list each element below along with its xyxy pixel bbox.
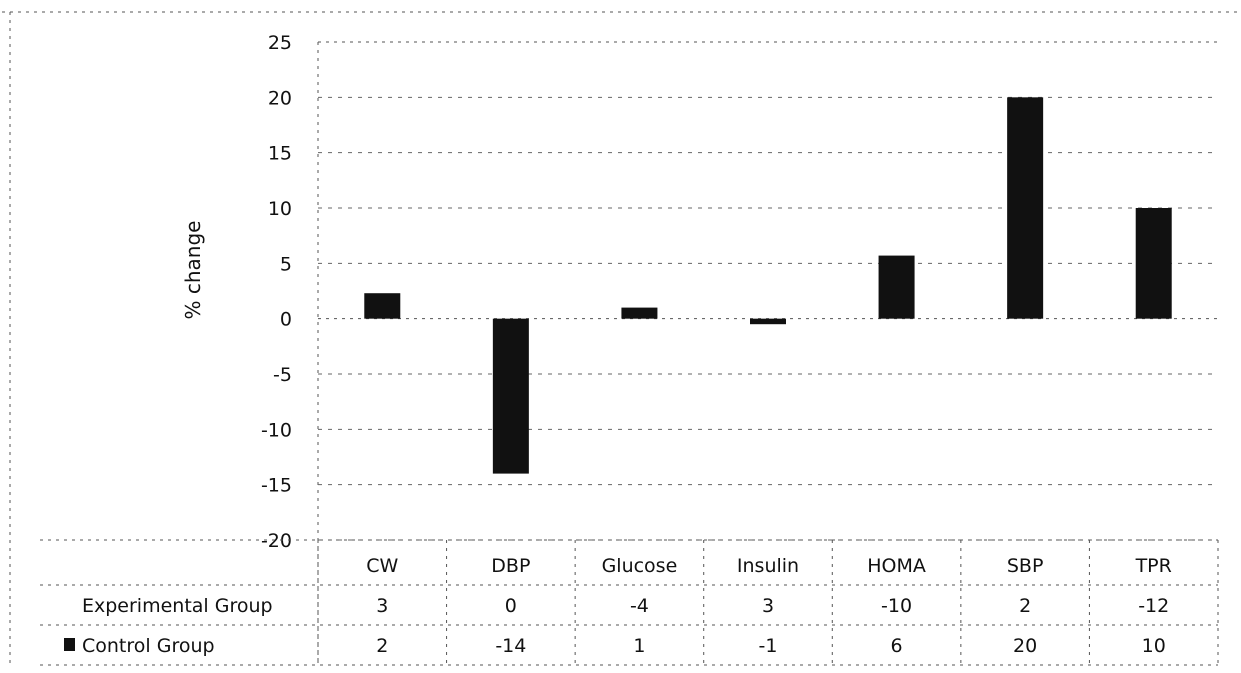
y-tick-label: -10 [261, 419, 292, 441]
category-label: HOMA [867, 555, 926, 577]
y-tick-label: 25 [268, 32, 292, 54]
y-tick-label: -20 [261, 530, 292, 552]
y-tick-label: -15 [261, 475, 292, 497]
category-label: Glucose [602, 555, 678, 577]
y-tick-label: 10 [268, 198, 292, 220]
category-label: CW [366, 555, 398, 577]
y-tick-label: -5 [273, 364, 292, 386]
table-cell-value: -10 [881, 595, 912, 617]
bar-homa [878, 255, 915, 319]
y-tick-label: 5 [280, 253, 292, 275]
category-label: DBP [491, 555, 530, 577]
table-cell-value: 3 [762, 595, 774, 617]
category-label: SBP [1007, 555, 1044, 577]
table-cell-value: 10 [1142, 635, 1166, 657]
y-tick-label: 20 [268, 87, 292, 109]
table-cell-value: -14 [495, 635, 526, 657]
bars [364, 97, 1172, 474]
y-tick-label: 0 [280, 309, 292, 331]
table-cell-value: 2 [376, 635, 388, 657]
data-table: CW DBP Glucose Insulin HOMA SBP TPR Experimenta… [40, 539, 1219, 666]
bar-tpr [1135, 208, 1172, 319]
series-name: Control Group [82, 635, 215, 657]
table-cell-value: 6 [891, 635, 903, 657]
table-cell-value: 2 [1019, 595, 1031, 617]
table-cell-value: -1 [759, 635, 778, 657]
table-cell-value: 1 [633, 635, 645, 657]
bar-dbp [492, 318, 529, 474]
legend-marker-control [64, 638, 75, 651]
series-name: Experimental Group [82, 595, 273, 617]
bar-insulin [750, 318, 786, 325]
y-axis: 25 20 15 10 5 0 -5 -10 -15 -20 [261, 32, 292, 552]
table-cell-value: 0 [505, 595, 517, 617]
y-axis-title: % change [181, 221, 205, 320]
bar-cw [364, 293, 401, 319]
category-label: Insulin [737, 555, 799, 577]
category-label: TPR [1135, 555, 1172, 577]
table-cell-value: 3 [376, 595, 388, 617]
table-cell-value: -12 [1138, 595, 1169, 617]
y-tick-label: 15 [268, 143, 292, 165]
table-cell-value: 20 [1013, 635, 1037, 657]
bar-sbp [1007, 97, 1044, 319]
bar-glucose [621, 307, 658, 319]
table-cell-value: -4 [630, 595, 649, 617]
